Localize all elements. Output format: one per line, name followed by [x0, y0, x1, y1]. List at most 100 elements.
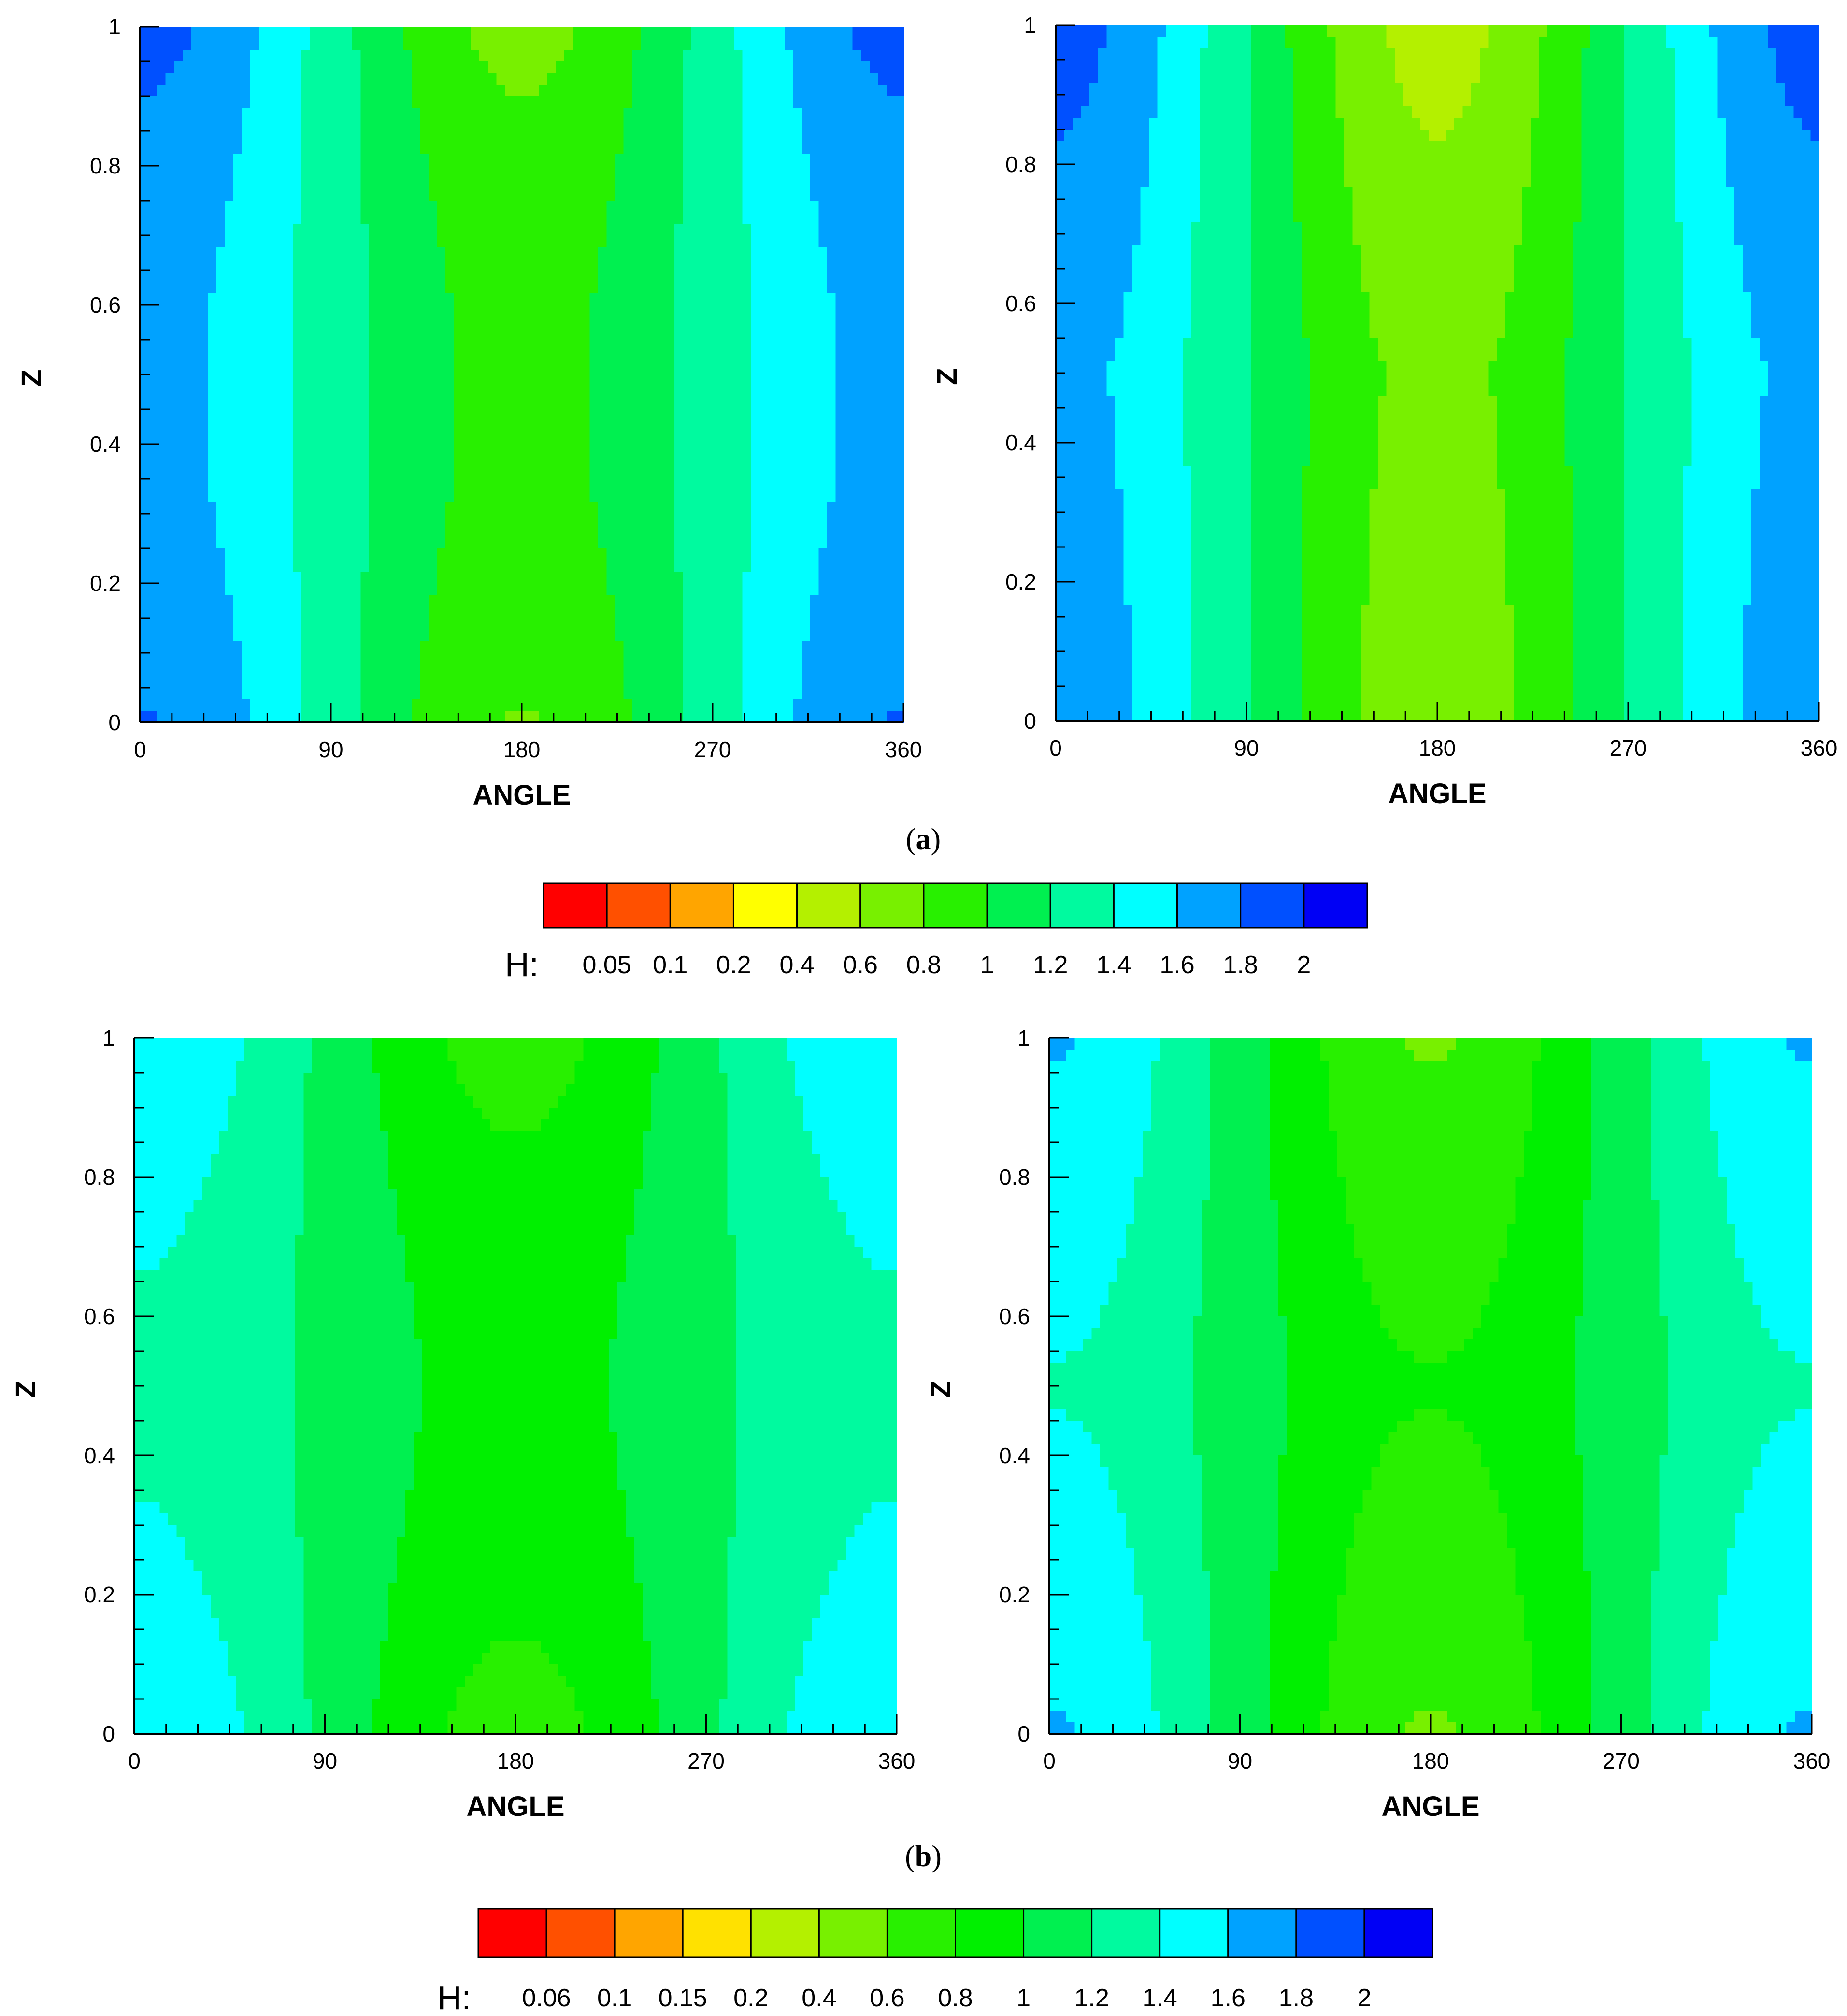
contour-cell — [310, 606, 318, 619]
contour-cell — [310, 444, 318, 456]
contour-cell — [725, 340, 734, 352]
contour-cell — [674, 583, 683, 595]
contour-cell — [827, 548, 836, 561]
contour-cell — [861, 96, 870, 108]
contour-cell — [284, 537, 293, 549]
contour-cell — [276, 514, 285, 526]
contour-cell — [624, 38, 632, 50]
contour-cell — [174, 560, 183, 572]
contour-cell — [598, 386, 607, 398]
contour-cell — [445, 247, 454, 259]
contour-cell — [793, 282, 802, 294]
contour-cell — [734, 444, 743, 456]
contour-cell — [674, 270, 683, 282]
contour-cell — [505, 340, 514, 352]
contour-cell — [708, 224, 717, 236]
contour-cell — [513, 247, 522, 259]
contour-cell — [844, 583, 853, 595]
contour-cell — [818, 363, 827, 375]
contour-cell — [717, 560, 726, 572]
contour-cell — [751, 50, 759, 62]
contour-cell — [556, 398, 564, 410]
contour-cell — [589, 131, 598, 143]
contour-cell — [691, 328, 700, 340]
contour-cell — [513, 363, 522, 375]
contour-cell — [369, 572, 378, 584]
contour-cell — [589, 502, 598, 514]
contour-cell — [360, 479, 369, 491]
contour-cell — [641, 189, 649, 201]
contour-cell — [649, 305, 658, 317]
contour-cell — [157, 548, 166, 561]
contour-cell — [844, 340, 853, 352]
contour-cell — [683, 340, 692, 352]
contour-cell — [335, 61, 344, 73]
contour-cell — [895, 166, 903, 178]
contour-cell — [861, 189, 870, 201]
contour-cell — [174, 61, 183, 73]
contour-cell — [276, 432, 285, 445]
contour-cell — [700, 444, 709, 456]
contour-cell — [768, 235, 776, 247]
contour-cell — [818, 247, 827, 259]
contour-cell — [564, 38, 573, 50]
contour-cell — [827, 305, 836, 317]
contour-cell — [403, 537, 412, 549]
contour-cell — [564, 247, 573, 259]
contour-cell — [216, 606, 225, 619]
contour-cell — [267, 293, 276, 305]
contour-cell — [335, 96, 344, 108]
contour-cell — [454, 235, 463, 247]
contour-cell — [293, 177, 301, 189]
contour-cell — [505, 490, 514, 503]
contour-cell — [649, 50, 658, 62]
contour-cell — [386, 27, 395, 39]
contour-cell — [200, 351, 208, 363]
contour-cell — [607, 247, 616, 259]
contour-cell — [522, 270, 530, 282]
contour-cell — [191, 119, 200, 131]
contour-cell — [445, 421, 454, 433]
contour-cell — [810, 282, 819, 294]
contour-cell — [225, 618, 234, 630]
contour-cell — [267, 467, 276, 479]
contour-cell — [836, 177, 845, 189]
contour-cell — [683, 328, 692, 340]
contour-cell — [742, 467, 751, 479]
contour-cell — [174, 166, 183, 178]
contour-cell — [267, 606, 276, 619]
contour-cell — [691, 502, 700, 514]
contour-cell — [352, 490, 361, 503]
contour-cell — [556, 224, 564, 236]
contour-cell — [233, 479, 242, 491]
contour-cell — [437, 85, 445, 97]
contour-cell — [216, 374, 225, 387]
contour-cell — [327, 96, 335, 108]
contour-cell — [496, 317, 505, 329]
contour-cell — [624, 490, 632, 503]
contour-cell — [641, 548, 649, 561]
contour-cell — [233, 595, 242, 607]
contour-cell — [725, 224, 734, 236]
contour-cell — [530, 85, 539, 97]
contour-cell — [734, 560, 743, 572]
contour-cell — [700, 467, 709, 479]
contour-cell — [488, 514, 497, 526]
contour-cell — [233, 108, 242, 120]
contour-cell — [895, 293, 903, 305]
contour-cell — [429, 456, 437, 468]
contour-cell — [437, 317, 445, 329]
contour-cell — [149, 490, 157, 503]
contour-cell — [445, 119, 454, 131]
contour-cell — [887, 490, 895, 503]
contour-cell — [352, 247, 361, 259]
contour-cell — [547, 386, 556, 398]
contour-cell — [233, 201, 242, 213]
contour-cell — [632, 595, 641, 607]
contour-cell — [895, 317, 903, 329]
contour-cell — [352, 177, 361, 189]
contour-cell — [734, 119, 743, 131]
contour-cell — [674, 502, 683, 514]
contour-cell — [429, 85, 437, 97]
contour-cell — [216, 502, 225, 514]
